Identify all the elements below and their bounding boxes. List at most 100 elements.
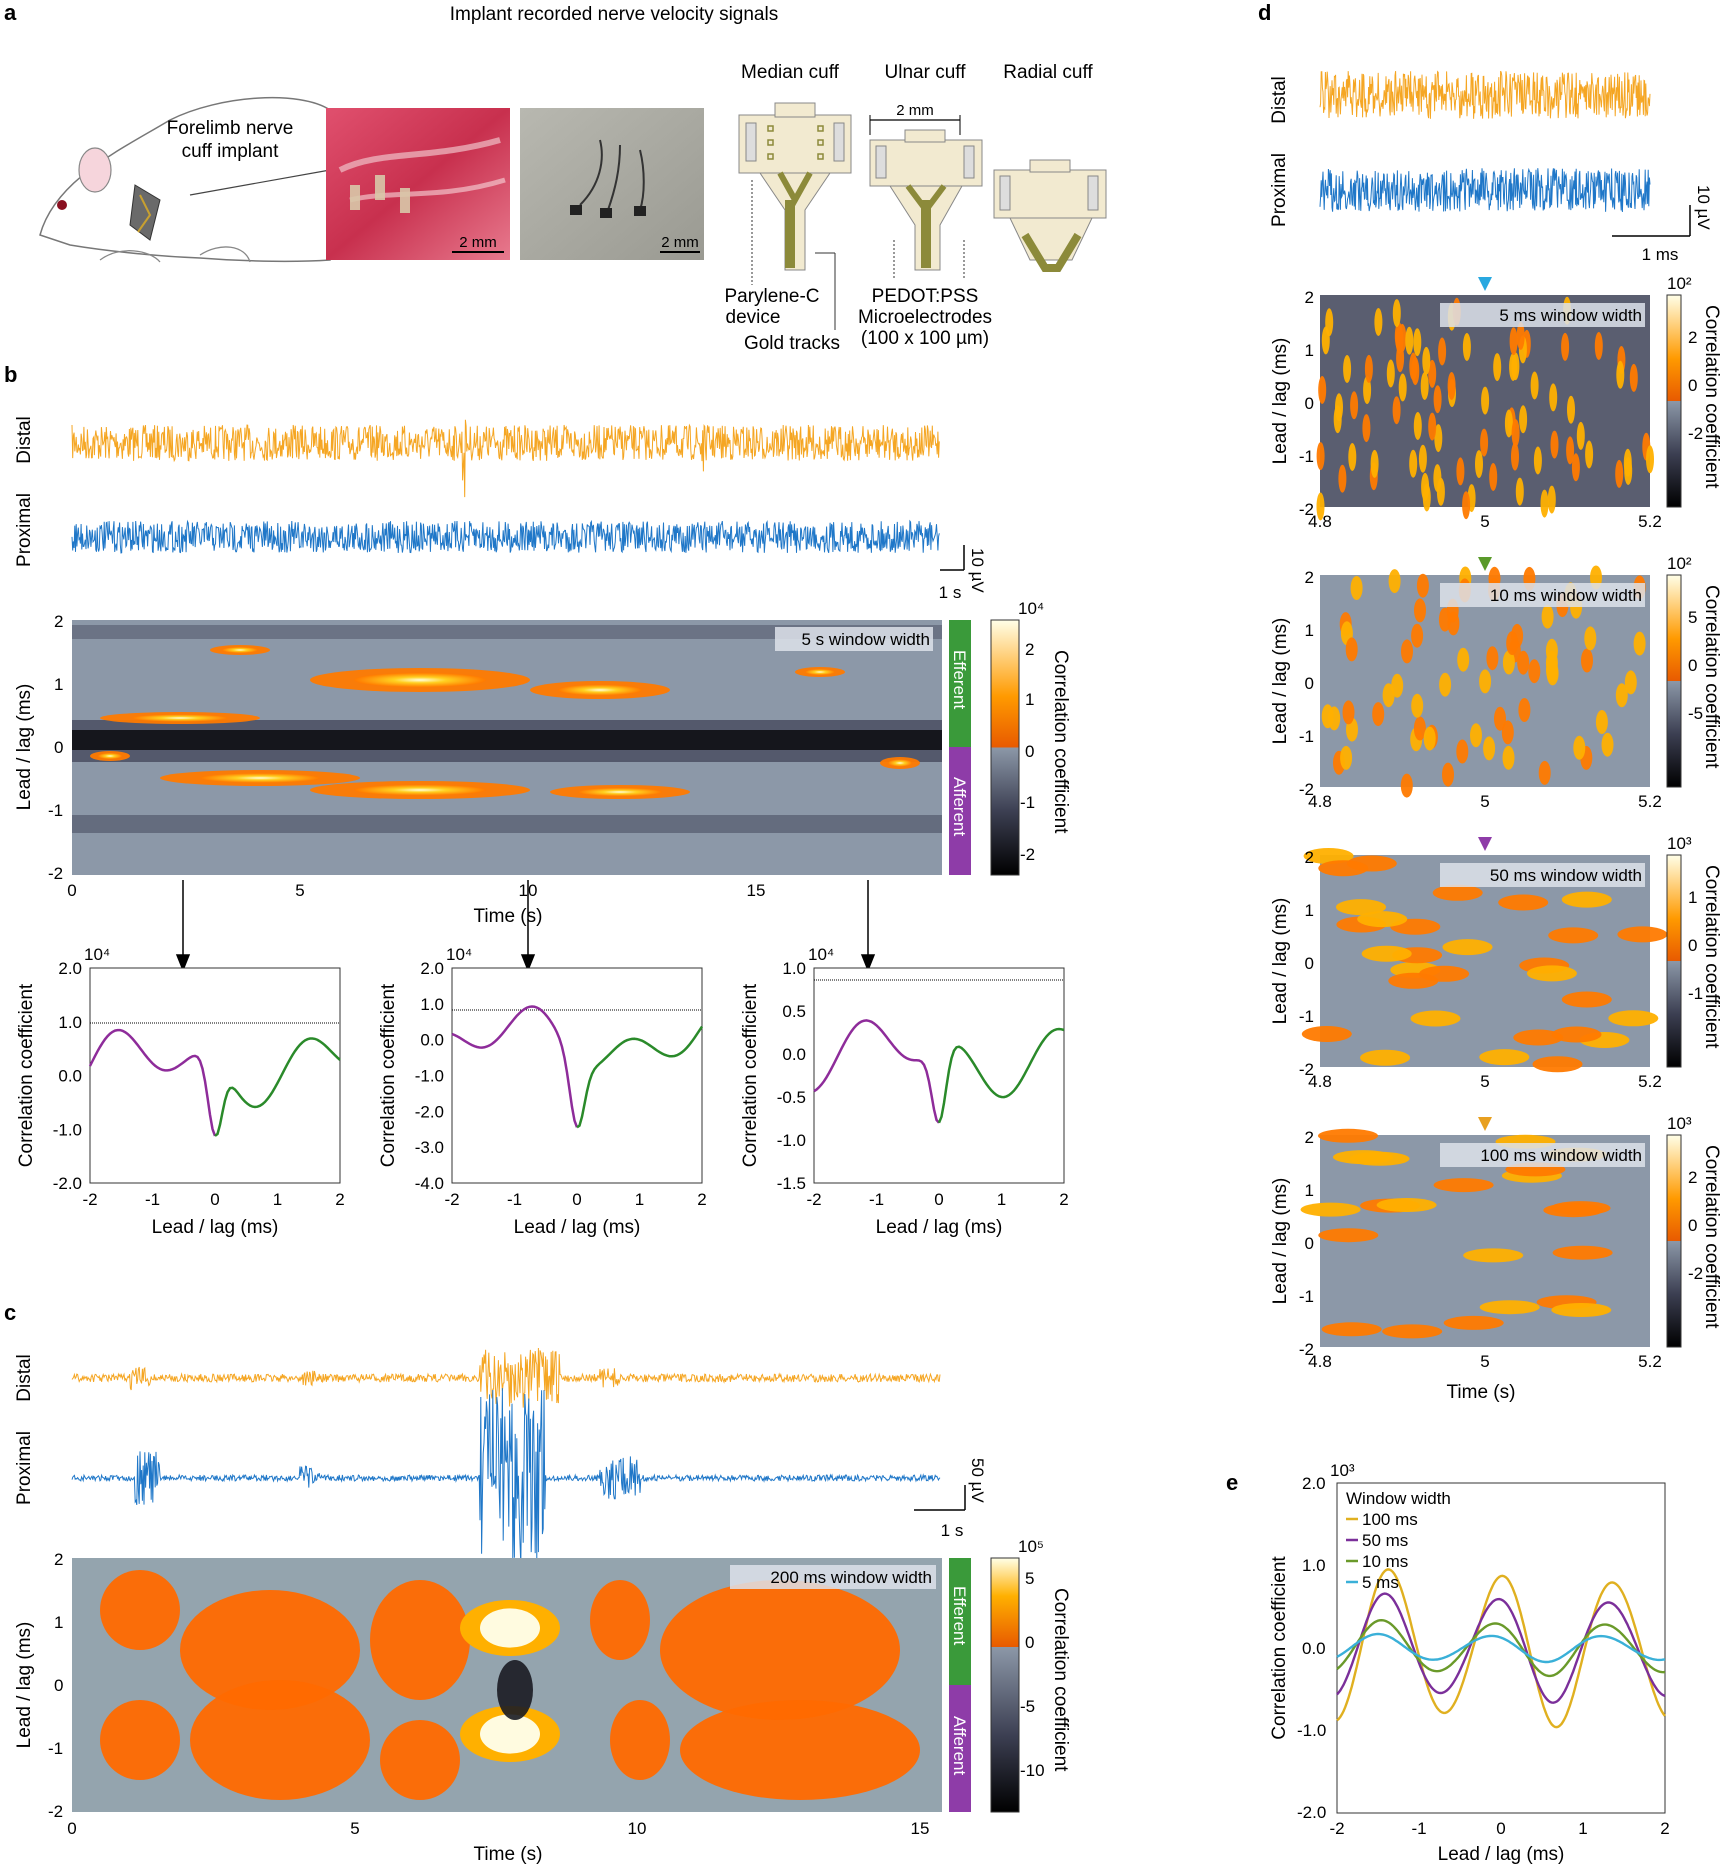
lag-plot-xlabel: Lead / lag (ms) — [514, 1217, 641, 1238]
rat-label-2: cuff implant — [182, 141, 280, 162]
c-ytick-1: 1 — [54, 1613, 63, 1632]
d-ytick: 2 — [1305, 288, 1314, 307]
d-colorbar-tick: 0 — [1688, 1216, 1697, 1235]
d-ytick: 1 — [1305, 901, 1314, 920]
d-heatmap-blob — [1447, 372, 1456, 400]
d-heatmap-blob — [1419, 965, 1470, 982]
d-heatmap-blob — [1422, 483, 1431, 512]
c-x-label: Time (s) — [474, 1844, 543, 1865]
c-distal-trace — [71, 1347, 941, 1408]
d-ytick: -2 — [1299, 500, 1314, 519]
lag-plot-xtick: -2 — [806, 1190, 821, 1209]
b-scalebar: 1 s 10 µV — [939, 545, 987, 602]
lag-plot-xtick: 2 — [697, 1190, 706, 1209]
d-colorbar-tick: 0 — [1688, 936, 1697, 955]
lag-plot-xtick: -1 — [869, 1190, 884, 1209]
d-heatmap-blob — [1548, 927, 1599, 944]
e-legend-entry: 10 ms — [1362, 1552, 1408, 1571]
d-heatmap-blob — [1551, 1303, 1612, 1317]
lag-plot-xtick: 2 — [335, 1190, 344, 1209]
d-heatmap-blob — [1615, 459, 1624, 488]
b-scale-volt: 10 µV — [968, 548, 987, 593]
panel-letter-e: e — [1226, 1470, 1238, 1495]
d-heatmap-blob — [1585, 440, 1594, 469]
d-heatmap-blob — [1545, 638, 1558, 663]
d-heatmap-blob — [1457, 647, 1470, 672]
d-heatmap-blob — [1624, 670, 1637, 695]
d-heatmap-blob — [1342, 700, 1355, 725]
d-ytick: -1 — [1299, 1287, 1314, 1306]
b-cbar-tick-4: -2 — [1020, 845, 1035, 864]
d-colorbar-tick: 1 — [1688, 888, 1697, 907]
heatmap-blob — [680, 1700, 920, 1800]
d-heatmap-blob — [1345, 637, 1358, 662]
d-heatmap-blob — [1349, 1151, 1410, 1166]
e-series-50ms — [1336, 1592, 1666, 1704]
d-colorbar-label: Correlation coefficient — [1701, 305, 1722, 489]
e-legend-title: Window width — [1346, 1489, 1451, 1508]
lag-plot-frame — [813, 967, 1065, 1184]
c-xtick-1: 5 — [350, 1819, 359, 1838]
d-ytick: 0 — [1305, 674, 1314, 693]
d-colorbar-tick: -5 — [1688, 704, 1703, 723]
d-heatmap-blob — [1410, 1010, 1461, 1027]
e-legend-entry: 50 ms — [1362, 1531, 1408, 1550]
d-heatmap-blob — [1439, 672, 1452, 697]
e-ytick-1: 1.0 — [1302, 1556, 1326, 1575]
d-xtick: 5.2 — [1638, 1072, 1662, 1091]
lag-plot-xtick: 2 — [1059, 1190, 1068, 1209]
d-heatmap-blob — [1442, 762, 1454, 787]
d-heatmap-blob — [1411, 623, 1424, 648]
d-heatmap-blob — [1533, 446, 1542, 475]
d-xtick: 5 — [1480, 1072, 1489, 1091]
d-heatmap-blob — [1382, 1324, 1443, 1339]
e-series-5ms — [1336, 1632, 1666, 1664]
d-window-label-bg — [1440, 583, 1645, 607]
panel-d: d Distal Proximal 1 ms 10 µV 5 ms window… — [1258, 0, 1722, 1403]
d-heatmap-blob — [1372, 702, 1385, 727]
d-heatmap-blob — [1462, 491, 1471, 520]
d-heatmap-blob — [1350, 576, 1363, 600]
panel-a: a Implant recorded nerve velocity signal… — [4, 0, 1107, 354]
median-cuff-diagram — [738, 102, 852, 271]
d-distal-label: Distal — [1269, 76, 1290, 124]
median-cuff-title: Median cuff — [741, 62, 840, 83]
e-xtick-1: -1 — [1411, 1819, 1426, 1838]
d-heatmap-blob — [1321, 1322, 1382, 1337]
d-heatmap-blob — [1538, 760, 1551, 785]
d-heatmap-blob — [1423, 726, 1436, 751]
lag-plot-ytick: -1.0 — [777, 1131, 806, 1150]
e-xtick-2: 0 — [1496, 1819, 1505, 1838]
c-proximal-label: Proximal — [14, 1431, 35, 1505]
d-heatmap-blob — [1388, 569, 1401, 594]
d-proximal-trace — [1319, 167, 1651, 213]
c-cbar-tick-1: 0 — [1025, 1633, 1034, 1652]
rat-illustration: Forelimb nerve cuff implant — [39, 96, 331, 263]
b-colorbar-exp: 10⁴ — [1018, 599, 1044, 618]
b-cbar-tick-1: 1 — [1025, 690, 1034, 709]
d-time-marker-icon — [1478, 277, 1492, 291]
d-ytick: -1 — [1299, 727, 1314, 746]
d-scalebar: 1 ms 10 µV — [1612, 185, 1713, 264]
c-xtick-2: 10 — [628, 1819, 647, 1838]
lag-plot-xtick: 1 — [635, 1190, 644, 1209]
d-colorbar-exp: 10² — [1667, 554, 1692, 573]
d-heatmap-blob — [1318, 1128, 1378, 1143]
lag-curve — [214, 1037, 341, 1137]
d-heatmap-blob — [1513, 1029, 1564, 1046]
d-heatmap-blob — [1357, 911, 1408, 928]
d-colorbar-exp: 10³ — [1667, 1114, 1692, 1133]
d-heatmap-blob — [1515, 477, 1524, 506]
d-heatmap-blob — [1434, 424, 1443, 453]
e-series-10ms — [1336, 1618, 1666, 1678]
c-scalebar: 1 s 50 µV — [914, 1458, 987, 1540]
d-window-label-bg — [1440, 1143, 1645, 1167]
e-series-100ms — [1336, 1568, 1666, 1729]
d-heatmap-blob — [1595, 710, 1608, 734]
d-heatmap-blob — [1502, 650, 1515, 675]
lag-plot-ytick: 0.0 — [420, 1031, 444, 1050]
panel-a-title: Implant recorded nerve velocity signals — [450, 4, 778, 25]
lag-plot-xlabel: Lead / lag (ms) — [876, 1217, 1003, 1238]
